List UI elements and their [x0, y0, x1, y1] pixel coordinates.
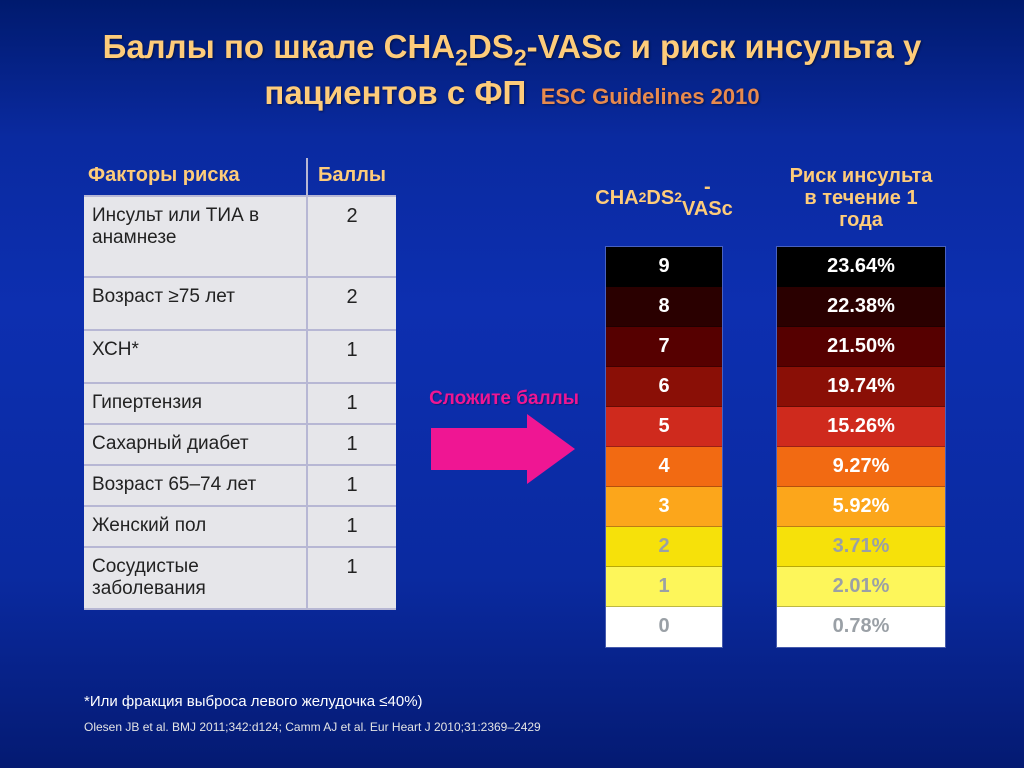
risk-score-cell: 1: [306, 507, 396, 546]
table-row: Сахарный диабет1: [84, 425, 396, 466]
risk-score-cell: 1: [306, 331, 396, 382]
risk-cell: 21.50%: [777, 327, 945, 367]
table-row: Инсульт или ТИА в анамнезе2: [84, 197, 396, 279]
risk-factor-cell: Сосудистые заболевания: [84, 548, 306, 608]
table-row: Женский пол1: [84, 507, 396, 548]
arrow-block: Сложите баллы: [424, 388, 584, 484]
risk-cell: 0.78%: [777, 607, 945, 647]
score-cell: 8: [606, 287, 722, 327]
risk-cell: 9.27%: [777, 447, 945, 487]
slide-title: Баллы по шкале CHA2DS2-VASc и риск инсул…: [0, 0, 1024, 120]
score-cell: 9: [606, 247, 722, 287]
score-cell: 4: [606, 447, 722, 487]
risk-cell: 23.64%: [777, 247, 945, 287]
score-risk-columns: CHA2DS2-VASc 9876543210 Риск инсульта в …: [584, 158, 946, 648]
risk-cell: 15.26%: [777, 407, 945, 447]
risk-cell: 2.01%: [777, 567, 945, 607]
risk-factor-cell: Сахарный диабет: [84, 425, 306, 464]
risk-score-cell: 1: [306, 384, 396, 423]
risk-cell: 19.74%: [777, 367, 945, 407]
score-column: CHA2DS2-VASc 9876543210: [584, 158, 744, 648]
table-row: Сосудистые заболевания1: [84, 548, 396, 610]
risk-cell: 3.71%: [777, 527, 945, 567]
table-row: ХСН*1: [84, 331, 396, 384]
content-row: Факторы риска Баллы Инсульт или ТИА в ан…: [0, 120, 1024, 648]
risk-table-body: Инсульт или ТИА в анамнезе2Возраст ≥75 л…: [84, 197, 424, 610]
score-cell: 0: [606, 607, 722, 647]
risk-cell: 5.92%: [777, 487, 945, 527]
score-column-header: CHA2DS2-VASc: [584, 158, 744, 246]
arrow-label: Сложите баллы: [429, 388, 579, 410]
risk-score-cell: 2: [306, 197, 396, 277]
risk-score-cell: 1: [306, 425, 396, 464]
risk-cells: 23.64%22.38%21.50%19.74%15.26%9.27%5.92%…: [776, 246, 946, 648]
title-main: Баллы по шкале CHA2DS2-VASc и риск инсул…: [103, 28, 922, 111]
table-row: Гипертензия1: [84, 384, 396, 425]
risk-factor-table: Факторы риска Баллы Инсульт или ТИА в ан…: [84, 158, 424, 610]
title-subtitle: ESC Guidelines 2010: [541, 84, 760, 109]
risk-cell: 22.38%: [777, 287, 945, 327]
risk-column-header: Риск инсульта в течение 1 года: [781, 158, 941, 246]
score-cell: 7: [606, 327, 722, 367]
footnote-text: *Или фракция выброса левого желудочка ≤4…: [84, 693, 541, 710]
source-citation: Olesen JB et al. BMJ 2011;342:d124; Camm…: [84, 720, 541, 734]
risk-factor-cell: Гипертензия: [84, 384, 306, 423]
risk-score-cell: 1: [306, 548, 396, 608]
score-cell: 1: [606, 567, 722, 607]
score-cell: 3: [606, 487, 722, 527]
table-row: Возраст 65–74 лет1: [84, 466, 396, 507]
risk-score-cell: 2: [306, 278, 396, 329]
risk-column: Риск инсульта в течение 1 года 23.64%22.…: [776, 158, 946, 648]
risk-factor-cell: Возраст 65–74 лет: [84, 466, 306, 505]
risk-factor-cell: Женский пол: [84, 507, 306, 546]
score-cell: 5: [606, 407, 722, 447]
risk-factor-cell: Инсульт или ТИА в анамнезе: [84, 197, 306, 277]
footnotes: *Или фракция выброса левого желудочка ≤4…: [84, 693, 541, 734]
risk-factor-cell: ХСН*: [84, 331, 306, 382]
risk-table-header: Факторы риска Баллы: [84, 158, 424, 195]
score-cell: 2: [606, 527, 722, 567]
arrow-icon: [431, 414, 577, 484]
table-row: Возраст ≥75 лет2: [84, 278, 396, 331]
risk-score-cell: 1: [306, 466, 396, 505]
header-factor: Факторы риска: [84, 158, 306, 195]
score-cell: 6: [606, 367, 722, 407]
score-cells: 9876543210: [605, 246, 723, 648]
risk-factor-cell: Возраст ≥75 лет: [84, 278, 306, 329]
header-score: Баллы: [306, 158, 396, 195]
